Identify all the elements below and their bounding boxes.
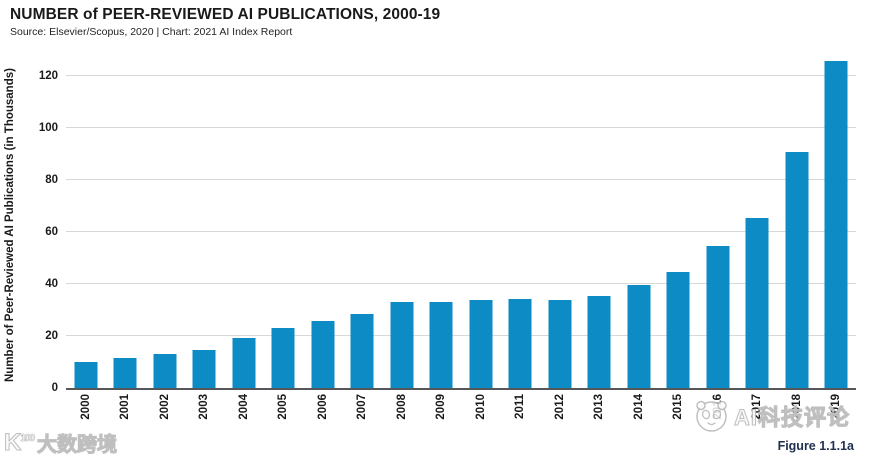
chart-source-caption: Source: Elsevier/Scopus, 2020 | Chart: 2…	[10, 26, 293, 38]
dashu-logo-icon: K100	[3, 428, 35, 456]
y-tick-label-100: 100	[38, 122, 58, 134]
chart-title: NUMBER of PEER-REVIEWED AI PUBLICATIONS,…	[10, 6, 441, 23]
y-tick-label-20: 20	[45, 330, 58, 342]
bar-2010	[469, 299, 493, 388]
gridline-y-100	[66, 127, 856, 128]
gridline-y-20	[66, 335, 856, 336]
x-tick-label-2015: 2015	[672, 394, 685, 420]
x-tick-label-2000: 2000	[79, 394, 92, 420]
x-tick-label-2011: 2011	[514, 394, 527, 419]
x-tick-label-2009: 2009	[435, 394, 448, 420]
x-tick-label-2008: 2008	[395, 394, 408, 420]
bar-2011	[508, 298, 532, 388]
bar-2002	[153, 354, 177, 388]
x-tick-label-2007: 2007	[356, 394, 369, 420]
bar-2001	[113, 358, 137, 388]
x-tick-label-2005: 2005	[277, 394, 290, 420]
bar-2004	[232, 337, 256, 388]
x-tick-label-2019: 2019	[830, 394, 843, 420]
bar-2013	[587, 296, 611, 388]
y-tick-label-60: 60	[45, 226, 58, 238]
x-tick-label-2004: 2004	[237, 394, 250, 420]
bar-2006	[311, 320, 335, 388]
bar-2014	[627, 285, 651, 388]
x-tick-label-2012: 2012	[553, 394, 566, 420]
bar-2015	[666, 271, 690, 388]
x-tick-label-2014: 2014	[632, 394, 645, 420]
y-tick-label-80: 80	[45, 174, 58, 186]
figure-number-label: Figure 1.1.1a	[777, 439, 854, 453]
watermark-bottom-left: K100 大数跨境	[3, 428, 118, 457]
bar-2009	[429, 302, 453, 388]
x-tick-label-2018: 2018	[790, 394, 803, 420]
bar-2007	[350, 314, 374, 388]
bar-2003	[192, 350, 216, 388]
bar-2000	[74, 362, 98, 388]
bar-2008	[390, 301, 414, 388]
bar-2017	[745, 217, 769, 388]
plot-area: 0 20 40 60 80 100 120 2000 2001 2002 2003 2004 2005 2…	[39, 60, 856, 420]
watermark-bottom-left-label: 大数跨境	[37, 434, 118, 457]
bar-2005	[271, 328, 295, 388]
x-tick-label-2010: 2010	[474, 394, 487, 420]
bar-2018	[785, 151, 809, 388]
x-tick-label-2016: 2016	[711, 394, 724, 420]
y-axis-title: Number of Peer-Reviewed AI Publications …	[4, 68, 16, 382]
gridline-y-40	[66, 283, 856, 284]
y-tick-label-120: 120	[38, 70, 58, 82]
x-tick-label-2002: 2002	[158, 394, 171, 420]
x-tick-label-2006: 2006	[316, 394, 329, 420]
x-tick-label-2013: 2013	[593, 394, 606, 420]
gridline-y-80	[66, 179, 856, 180]
bar-2012	[548, 299, 572, 388]
y-tick-label-40: 40	[45, 278, 58, 290]
x-tick-label-2003: 2003	[198, 394, 211, 420]
bar-2016	[706, 246, 730, 388]
x-tick-label-2001: 2001	[119, 394, 132, 420]
gridline-y-60	[66, 231, 856, 232]
y-tick-label-0: 0	[51, 382, 58, 394]
x-tick-label-2017: 2017	[751, 394, 764, 420]
bar-2019	[824, 61, 848, 388]
gridline-y-120	[66, 75, 856, 76]
